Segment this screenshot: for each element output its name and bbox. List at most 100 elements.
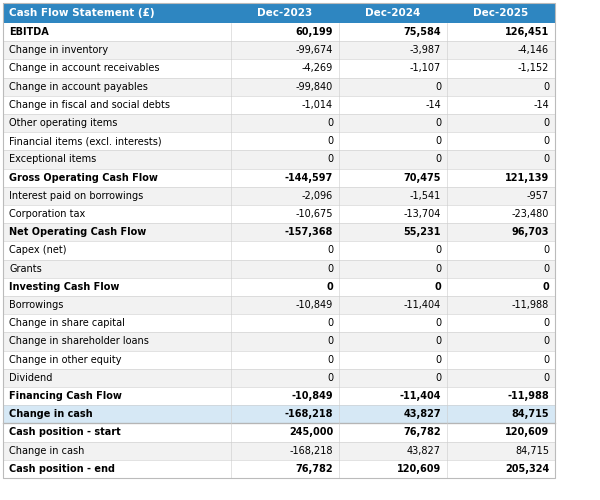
Text: Change in inventory: Change in inventory bbox=[9, 46, 108, 56]
Text: -10,849: -10,849 bbox=[292, 391, 333, 401]
Bar bbox=[3, 350, 555, 369]
Bar bbox=[3, 78, 555, 96]
Text: Capex (net): Capex (net) bbox=[9, 246, 67, 256]
Text: 0: 0 bbox=[435, 136, 441, 146]
Text: -11,988: -11,988 bbox=[507, 391, 549, 401]
Text: Other operating items: Other operating items bbox=[9, 118, 118, 128]
Text: 0: 0 bbox=[543, 82, 549, 92]
Text: Corporation tax: Corporation tax bbox=[9, 209, 85, 219]
Text: Dividend: Dividend bbox=[9, 373, 52, 383]
Text: -3,987: -3,987 bbox=[410, 46, 441, 56]
Text: 0: 0 bbox=[434, 282, 441, 292]
Text: Change in account receivables: Change in account receivables bbox=[9, 64, 160, 74]
Text: 0: 0 bbox=[327, 264, 333, 274]
Text: 76,782: 76,782 bbox=[295, 464, 333, 474]
Bar bbox=[3, 23, 555, 41]
Text: Gross Operating Cash Flow: Gross Operating Cash Flow bbox=[9, 172, 158, 182]
Text: 205,324: 205,324 bbox=[505, 464, 549, 474]
Text: -11,404: -11,404 bbox=[404, 300, 441, 310]
Text: 0: 0 bbox=[435, 264, 441, 274]
Text: 0: 0 bbox=[435, 354, 441, 364]
Text: 43,827: 43,827 bbox=[407, 446, 441, 456]
Text: -157,368: -157,368 bbox=[284, 228, 333, 237]
Text: 0: 0 bbox=[327, 373, 333, 383]
Text: EBITDA: EBITDA bbox=[9, 27, 49, 37]
Bar bbox=[3, 314, 555, 332]
Bar bbox=[3, 187, 555, 205]
Text: 0: 0 bbox=[435, 373, 441, 383]
Text: Dec-2025: Dec-2025 bbox=[473, 8, 529, 18]
Text: Change in share capital: Change in share capital bbox=[9, 318, 125, 328]
Text: 0: 0 bbox=[435, 336, 441, 346]
Text: -11,988: -11,988 bbox=[512, 300, 549, 310]
Text: 0: 0 bbox=[327, 154, 333, 164]
Text: 0: 0 bbox=[327, 118, 333, 128]
Text: -4,146: -4,146 bbox=[518, 46, 549, 56]
Text: 0: 0 bbox=[435, 318, 441, 328]
Bar bbox=[3, 460, 555, 478]
Text: 0: 0 bbox=[543, 154, 549, 164]
Text: -2,096: -2,096 bbox=[302, 191, 333, 201]
Text: 120,609: 120,609 bbox=[397, 464, 441, 474]
Bar bbox=[3, 278, 555, 296]
Text: 84,715: 84,715 bbox=[511, 410, 549, 420]
Text: -14: -14 bbox=[425, 100, 441, 110]
Text: Financial items (excl. interests): Financial items (excl. interests) bbox=[9, 136, 161, 146]
Text: Grants: Grants bbox=[9, 264, 42, 274]
Text: -168,218: -168,218 bbox=[290, 446, 333, 456]
Bar bbox=[3, 260, 555, 278]
Bar bbox=[3, 114, 555, 132]
Text: 76,782: 76,782 bbox=[403, 428, 441, 438]
Bar bbox=[3, 60, 555, 78]
Text: 43,827: 43,827 bbox=[403, 410, 441, 420]
Bar bbox=[3, 168, 555, 187]
Text: Dec-2023: Dec-2023 bbox=[257, 8, 313, 18]
Text: -4,269: -4,269 bbox=[302, 64, 333, 74]
Text: 0: 0 bbox=[542, 282, 549, 292]
Text: 0: 0 bbox=[327, 336, 333, 346]
Bar bbox=[3, 3, 555, 23]
Text: 70,475: 70,475 bbox=[404, 172, 441, 182]
Bar bbox=[3, 150, 555, 168]
Text: 0: 0 bbox=[326, 282, 333, 292]
Text: 0: 0 bbox=[543, 336, 549, 346]
Text: Exceptional items: Exceptional items bbox=[9, 154, 96, 164]
Text: 0: 0 bbox=[543, 264, 549, 274]
Text: 0: 0 bbox=[435, 246, 441, 256]
Text: 121,139: 121,139 bbox=[505, 172, 549, 182]
Text: -1,541: -1,541 bbox=[410, 191, 441, 201]
Text: 75,584: 75,584 bbox=[403, 27, 441, 37]
Text: Interest paid on borrowings: Interest paid on borrowings bbox=[9, 191, 143, 201]
Text: 0: 0 bbox=[543, 354, 549, 364]
Bar bbox=[3, 405, 555, 423]
Text: -99,840: -99,840 bbox=[296, 82, 333, 92]
Text: 60,199: 60,199 bbox=[296, 27, 333, 37]
Text: Change in fiscal and social debts: Change in fiscal and social debts bbox=[9, 100, 170, 110]
Text: Cash Flow Statement (£): Cash Flow Statement (£) bbox=[9, 8, 155, 18]
Text: Net Operating Cash Flow: Net Operating Cash Flow bbox=[9, 228, 146, 237]
Text: 0: 0 bbox=[543, 318, 549, 328]
Bar bbox=[3, 242, 555, 260]
Text: 0: 0 bbox=[327, 246, 333, 256]
Bar bbox=[3, 223, 555, 242]
Text: -11,404: -11,404 bbox=[400, 391, 441, 401]
Text: -144,597: -144,597 bbox=[285, 172, 333, 182]
Bar bbox=[3, 132, 555, 150]
Text: 84,715: 84,715 bbox=[515, 446, 549, 456]
Text: Investing Cash Flow: Investing Cash Flow bbox=[9, 282, 119, 292]
Bar bbox=[3, 296, 555, 314]
Text: -99,674: -99,674 bbox=[296, 46, 333, 56]
Bar bbox=[3, 332, 555, 350]
Text: 0: 0 bbox=[327, 354, 333, 364]
Text: 96,703: 96,703 bbox=[511, 228, 549, 237]
Text: -23,480: -23,480 bbox=[512, 209, 549, 219]
Text: 0: 0 bbox=[435, 82, 441, 92]
Text: Change in shareholder loans: Change in shareholder loans bbox=[9, 336, 149, 346]
Bar bbox=[3, 387, 555, 405]
Text: 126,451: 126,451 bbox=[505, 27, 549, 37]
Text: 0: 0 bbox=[543, 373, 549, 383]
Text: Change in cash: Change in cash bbox=[9, 410, 92, 420]
Text: -13,704: -13,704 bbox=[404, 209, 441, 219]
Text: Financing Cash Flow: Financing Cash Flow bbox=[9, 391, 122, 401]
Text: 0: 0 bbox=[543, 118, 549, 128]
